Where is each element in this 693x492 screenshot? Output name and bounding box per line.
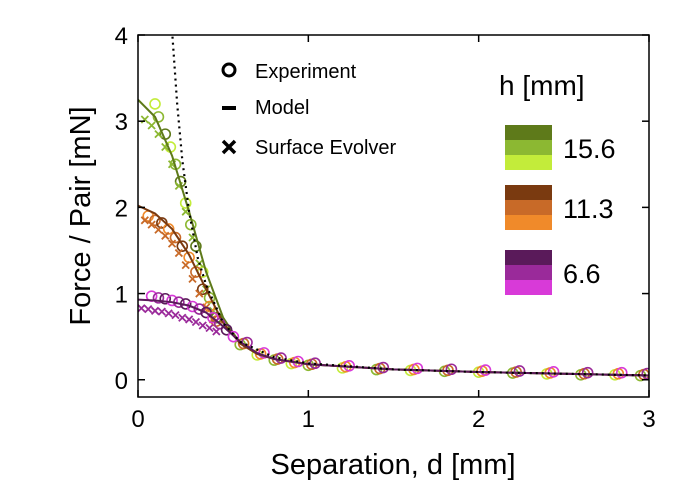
tail-experiment-point-6.6 — [275, 352, 287, 364]
evolver-point-6-6 — [198, 321, 207, 330]
experiment-point-6-6 — [152, 292, 165, 304]
experiment-point-6-6 — [220, 323, 233, 336]
experiment-point-6-6 — [186, 300, 199, 313]
evolver-point-6-6 — [138, 304, 146, 313]
legend-swatch-11-3 — [505, 200, 552, 215]
evolver-point-11-3 — [188, 274, 197, 284]
tail-experiment-point-6.6 — [615, 366, 628, 379]
x-tick-label: 1 — [302, 406, 315, 433]
legend-cross-icon — [221, 139, 237, 155]
legend-title: h [mm] — [499, 70, 585, 101]
evolver-point-6-6 — [144, 304, 153, 314]
legend-swatch-6-6 — [505, 265, 552, 280]
legend-value-15-6: 15.6 — [563, 134, 616, 164]
legend-swatch-6-6 — [505, 280, 552, 295]
evolver-point-11-3 — [147, 220, 156, 229]
asymptote-line — [171, 35, 649, 377]
evolver-point-11-3 — [161, 231, 170, 240]
y-tick-label: 1 — [115, 282, 128, 309]
tail-experiment-point-6.6 — [445, 363, 458, 376]
experiment-point-11-3 — [162, 223, 175, 235]
thickness-legend: h [mm] 15.6 11.3 6.6 — [499, 70, 616, 295]
evolver-point-11-3 — [140, 216, 149, 225]
legend-swatch-15-6 — [505, 125, 552, 140]
evolver-point-6-6 — [178, 313, 187, 322]
x-tick-label: 0 — [131, 406, 144, 433]
y-tick-label: 3 — [115, 109, 128, 136]
model-line-6-6 — [138, 298, 649, 377]
legend-evolver-label: Surface Evolver — [255, 137, 397, 159]
marker-legend: Experiment Model Surface Evolver — [221, 61, 397, 159]
evolver-point-6-6 — [157, 307, 166, 316]
experiment-point-15-6 — [149, 98, 161, 110]
tail-experiment-point-6.6 — [641, 367, 649, 380]
experiment-point-6-6 — [166, 294, 178, 307]
legend-value-6-6: 6.6 — [563, 259, 601, 289]
tail-experiment-point-6.6 — [411, 362, 424, 375]
evolver-point-6-6 — [164, 309, 173, 318]
legend-swatch-11-3 — [505, 215, 552, 230]
evolver-point-6-6 — [191, 317, 201, 327]
evolver-point-6-6 — [212, 327, 221, 336]
tick-layer: 0 1 2 3 0 1 2 3 4 — [115, 23, 656, 433]
evolver-point-11-3 — [195, 289, 204, 298]
evolver-point-11-3 — [174, 248, 184, 258]
x-tick-label: 2 — [472, 406, 485, 433]
experiment-point-15-6 — [190, 240, 202, 252]
experiment-point-15-6 — [152, 111, 165, 123]
tail-experiment-point-6.6 — [513, 365, 526, 377]
experiment-point-6-6 — [159, 292, 172, 305]
y-tick-label: 4 — [115, 23, 128, 50]
evolver-point-6-6 — [205, 323, 214, 333]
experiment-point-6-6 — [207, 311, 219, 324]
legend-swatch-11-3 — [505, 185, 552, 200]
y-tick-label: 2 — [115, 195, 128, 222]
evolver-point-6-6 — [184, 315, 194, 324]
legend-model-label: Model — [255, 97, 309, 119]
legend-experiment-label: Experiment — [255, 61, 357, 83]
evolver-point-11-3 — [167, 239, 177, 248]
evolver-point-6-6 — [150, 306, 160, 315]
y-axis-label: Force / Pair [mN] — [65, 106, 97, 325]
model-line-11-3 — [138, 204, 649, 377]
experiment-point-11-3 — [176, 240, 189, 252]
evolver-point-15-6 — [147, 121, 156, 130]
plot-area — [138, 35, 649, 382]
tail-experiment-point-6.6 — [581, 366, 594, 379]
tail-experiment-point-6.6 — [479, 364, 492, 376]
experiment-point-11-3 — [149, 214, 161, 227]
legend-circle-icon — [221, 62, 237, 78]
legend-swatch-6-6 — [505, 250, 552, 265]
legend-value-11-3: 11.3 — [563, 194, 614, 224]
evolver-point-11-3 — [154, 225, 163, 234]
evolver-point-6-6 — [171, 310, 180, 320]
x-tick-label: 3 — [642, 406, 655, 433]
y-tick-label: 0 — [115, 368, 128, 395]
x-axis-label: Separation, d [mm] — [271, 449, 516, 481]
experiment-point-6-6 — [193, 303, 206, 315]
legend-swatch-15-6 — [505, 155, 552, 170]
experiment-point-6-6 — [227, 330, 240, 343]
legend-swatch-15-6 — [505, 140, 552, 155]
data-layer — [138, 35, 649, 382]
tail-experiment-point-6.6 — [547, 366, 560, 378]
evolver-point-11-3 — [181, 260, 190, 270]
plot-frame — [137, 34, 650, 398]
